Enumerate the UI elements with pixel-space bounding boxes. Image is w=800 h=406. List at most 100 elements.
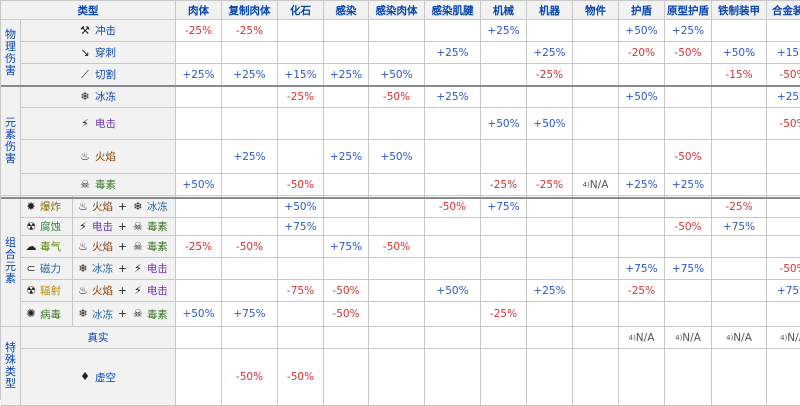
value-cell: +50% xyxy=(619,86,665,108)
value-cell xyxy=(573,86,619,108)
col-header-alloy-armor[interactable]: 合金装甲 xyxy=(767,1,800,20)
value-cell: +75% xyxy=(481,196,527,218)
value-cell xyxy=(527,218,573,236)
col-header-cloned-flesh[interactable]: 复制肉体 xyxy=(222,1,278,20)
col-header-fossilized[interactable]: 化石 xyxy=(278,1,324,20)
col-header-infested[interactable]: 感染 xyxy=(324,1,369,20)
col-header-robotic[interactable]: 机器 xyxy=(527,1,573,20)
snowflake-icon: ❄ xyxy=(78,307,88,320)
value-cell: 4)N/A xyxy=(767,327,800,349)
value-cell: +25% xyxy=(619,174,665,196)
explosion-icon: ✸ xyxy=(26,199,36,213)
value-cell xyxy=(527,349,573,406)
value-cell xyxy=(665,302,712,327)
value-cell xyxy=(712,280,767,302)
value-cell xyxy=(222,258,278,280)
value-cell xyxy=(425,236,481,258)
value-cell: +75% xyxy=(619,258,665,280)
value-cell: +25% xyxy=(176,64,222,86)
value-cell xyxy=(324,327,369,349)
value-cell xyxy=(712,236,767,258)
value-cell xyxy=(278,236,324,258)
value-cell xyxy=(619,218,665,236)
type-void[interactable]: ♦ 虚空 xyxy=(21,349,176,406)
value-cell: +25% xyxy=(481,20,527,42)
col-header-machinery[interactable]: 机械 xyxy=(481,1,527,20)
value-cell xyxy=(712,302,767,327)
type-electric[interactable]: ⚡ 电击 xyxy=(21,108,176,140)
flame-icon: ♨ xyxy=(80,149,90,163)
value-cell xyxy=(573,108,619,140)
col-header-proto-shield[interactable]: 原型护盾 xyxy=(665,1,712,20)
value-cell: -25% xyxy=(527,174,573,196)
value-cell xyxy=(176,258,222,280)
value-cell xyxy=(222,327,278,349)
value-cell: +25% xyxy=(425,86,481,108)
value-cell xyxy=(527,302,573,327)
type-toxin[interactable]: ☠ 毒素 xyxy=(21,174,176,196)
type-slash[interactable]: ⟋ 切割 xyxy=(21,64,176,86)
value-cell xyxy=(767,349,800,406)
value-cell xyxy=(324,174,369,196)
type-gas[interactable]: ☁ 毒气 xyxy=(21,236,73,258)
value-cell xyxy=(619,196,665,218)
footnote-ref[interactable]: 4) xyxy=(780,333,788,342)
type-corrosive[interactable]: ☢ 腐蚀 xyxy=(21,218,73,236)
value-cell xyxy=(619,140,665,174)
type-impact[interactable]: ⚒ 冲击 xyxy=(21,20,176,42)
section-divider xyxy=(1,85,800,87)
col-header-ferrite-armor[interactable]: 铁制装甲 xyxy=(712,1,767,20)
type-true[interactable]: 真实 xyxy=(21,327,176,349)
value-cell: +25% xyxy=(324,140,369,174)
value-cell: -25% xyxy=(527,64,573,86)
footnote-ref[interactable]: 4) xyxy=(726,333,734,342)
value-cell xyxy=(573,327,619,349)
value-cell xyxy=(527,258,573,280)
value-cell xyxy=(712,349,767,406)
value-cell: +75% xyxy=(712,218,767,236)
col-header-object[interactable]: 物件 xyxy=(573,1,619,20)
components-blast: ♨ 火焰 + ❄ 冰冻 xyxy=(73,196,176,218)
radiation-icon: ☢ xyxy=(26,283,36,297)
value-cell xyxy=(527,196,573,218)
col-header-shield[interactable]: 护盾 xyxy=(619,1,665,20)
type-viral[interactable]: ✺ 病毒 xyxy=(21,302,73,327)
type-cold[interactable]: ❄ 冰冻 xyxy=(21,86,176,108)
type-radiation[interactable]: ☢ 辐射 xyxy=(21,280,73,302)
value-cell xyxy=(425,258,481,280)
value-cell xyxy=(712,174,767,196)
type-heat[interactable]: ♨ 火焰 xyxy=(21,140,176,174)
footnote-ref[interactable]: 4) xyxy=(582,180,590,189)
value-cell xyxy=(481,258,527,280)
value-cell xyxy=(573,140,619,174)
type-blast[interactable]: ✸ 爆炸 xyxy=(21,196,73,218)
value-cell: +50% xyxy=(619,20,665,42)
footnote-ref[interactable]: 4) xyxy=(628,333,636,342)
value-cell xyxy=(712,140,767,174)
value-cell: -50% xyxy=(665,218,712,236)
value-cell xyxy=(573,280,619,302)
value-cell xyxy=(425,20,481,42)
col-header-flesh[interactable]: 肉体 xyxy=(176,1,222,20)
value-cell xyxy=(222,218,278,236)
value-cell: +50% xyxy=(527,108,573,140)
value-cell xyxy=(573,302,619,327)
col-header-infested-flesh[interactable]: 感染肉体 xyxy=(369,1,425,20)
value-cell xyxy=(573,196,619,218)
type-puncture[interactable]: ↘ 穿刺 xyxy=(21,42,176,64)
value-cell: +50% xyxy=(712,42,767,64)
value-cell: +75% xyxy=(222,302,278,327)
value-cell: -25% xyxy=(619,280,665,302)
value-cell: -50% xyxy=(222,236,278,258)
value-cell xyxy=(176,349,222,406)
value-cell xyxy=(369,280,425,302)
footnote-ref[interactable]: 4) xyxy=(675,333,683,342)
value-cell xyxy=(176,196,222,218)
col-header-infested-sinew[interactable]: 感染肌腱 xyxy=(425,1,481,20)
value-cell xyxy=(278,140,324,174)
value-cell xyxy=(369,327,425,349)
type-magnetic[interactable]: ⊂ 磁力 xyxy=(21,258,73,280)
value-cell xyxy=(527,236,573,258)
value-cell xyxy=(425,108,481,140)
flame-icon: ♨ xyxy=(78,199,88,213)
